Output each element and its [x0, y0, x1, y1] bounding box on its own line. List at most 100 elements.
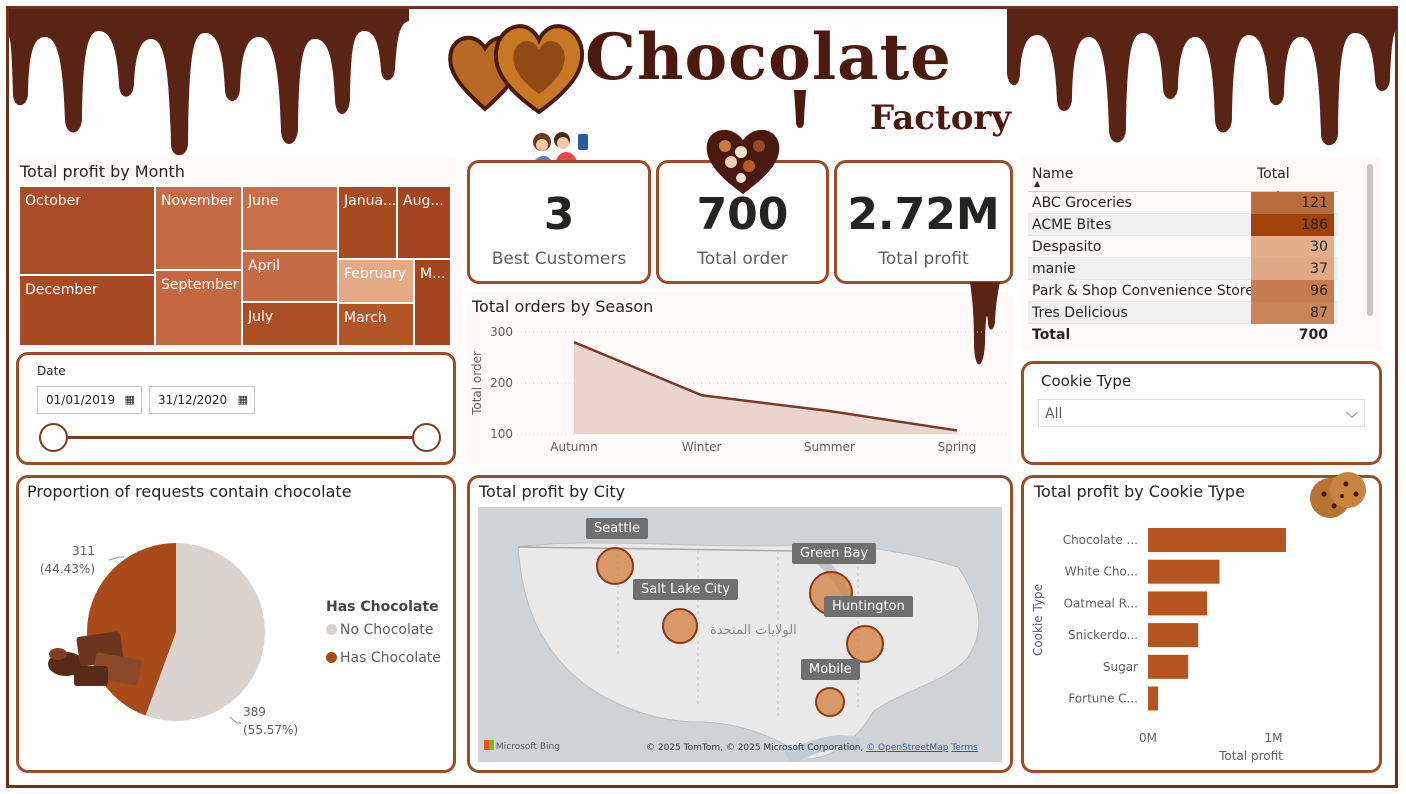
pie-chart-title: Proportion of requests contain chocolate — [27, 482, 352, 501]
y-tick-label: Oatmeal R... — [1064, 596, 1138, 610]
total-order-cell: 87 — [1251, 302, 1334, 324]
treemap-tile[interactable]: September — [155, 270, 242, 346]
map-title: Total profit by City — [479, 482, 626, 501]
cookie-type-dropdown[interactable]: All ⌵ — [1038, 399, 1365, 427]
total-order-cell: 121 — [1251, 192, 1334, 214]
city-bubble-huntington[interactable] — [846, 625, 884, 663]
y-tick-label: Fortune C... — [1068, 692, 1138, 706]
end-date-input[interactable]: 31/12/2020 ▦ — [149, 386, 255, 414]
sort-desc-icon[interactable]: ▲ — [1034, 179, 1041, 188]
treemap-tile[interactable]: Aug... — [397, 186, 451, 259]
attribution-text: © 2025 TomTom, © 2025 Microsoft Corporat… — [646, 743, 864, 753]
dropdown-selected-value: All — [1045, 406, 1063, 422]
logo-subtitle: Factory — [870, 98, 1012, 138]
table-scrollbar[interactable] — [1367, 164, 1373, 316]
series-line[interactable] — [573, 341, 958, 432]
season-line-chart[interactable]: 100 200 300 Total order Autumn Winter Summer Sp… — [467, 318, 1013, 464]
bing-logo-text: Microsoft Bing — [496, 742, 560, 752]
bar[interactable] — [1148, 654, 1189, 679]
y-tick-label: 300 — [490, 325, 513, 339]
bar[interactable] — [1148, 623, 1199, 648]
data-label: (44.43%) — [40, 562, 95, 576]
date-slider-track[interactable] — [54, 436, 426, 439]
table-row[interactable]: Tres Delicious 87 — [1028, 302, 1338, 324]
treemap-tile[interactable]: December — [19, 275, 155, 346]
table-row[interactable]: manie 37 — [1028, 258, 1338, 280]
column-header-name[interactable]: Name — [1032, 166, 1074, 182]
data-label: (55.57%) — [243, 723, 298, 737]
bar[interactable] — [1148, 591, 1207, 616]
city-bubble-mobile[interactable] — [815, 687, 845, 717]
leader-line — [108, 556, 124, 561]
y-tick-label: 100 — [490, 427, 513, 441]
y-tick-label: Snickerdo... — [1068, 628, 1138, 642]
city-label: Mobile — [801, 659, 860, 680]
start-date-input[interactable]: 01/01/2019 ▦ — [37, 386, 142, 414]
logo-title: Chocolate — [585, 20, 952, 95]
bar[interactable] — [1148, 686, 1159, 711]
osm-link[interactable]: © OpenStreetMap — [866, 743, 949, 753]
legend-label: Has Chocolate — [340, 650, 441, 666]
start-date-value: 01/01/2019 — [46, 393, 116, 407]
chevron-down-icon[interactable]: ⌵ — [1345, 403, 1358, 422]
calendar-icon[interactable]: ▦ — [124, 393, 135, 406]
kpi-value: 3 — [543, 189, 575, 240]
table-row[interactable]: Despasito 30 — [1028, 236, 1338, 258]
date-slider-end-handle[interactable] — [412, 423, 441, 452]
terms-link[interactable]: Terms — [951, 743, 978, 753]
customer-table: Name Total order ▲ ABC Groceries121ACME … — [1028, 162, 1338, 346]
pie-legend-item-has[interactable]: Has Chocolate — [326, 650, 441, 666]
date-slider-start-handle[interactable] — [39, 423, 68, 452]
treemap-tile[interactable]: March — [338, 303, 414, 346]
total-value: 700 — [1298, 327, 1328, 343]
customer-name-cell: ABC Groceries — [1032, 195, 1132, 211]
city-label: Green Bay — [792, 543, 877, 564]
bar[interactable] — [1148, 528, 1286, 552]
date-slicer-label: Date — [37, 364, 66, 378]
map-canvas[interactable]: الولايات المتحدة Seattle Salt Lake City … — [478, 507, 1002, 762]
pie-slice[interactable] — [145, 543, 265, 721]
chocolate-drip-right-icon — [1007, 9, 1397, 146]
city-bubble-salt-lake-city[interactable] — [662, 608, 698, 644]
kpi-label: Total profit — [878, 249, 969, 269]
kpi-value: 2.72M — [847, 189, 1000, 240]
total-label: Total — [1032, 327, 1071, 343]
calendar-icon[interactable]: ▦ — [237, 393, 248, 406]
treemap-tile[interactable]: November — [155, 186, 242, 270]
cookie-chart-card — [1021, 475, 1382, 773]
pie-legend-item-no[interactable]: No Chocolate — [326, 622, 434, 638]
treemap-tile[interactable]: October — [19, 186, 155, 275]
country-label: الولايات المتحدة — [710, 623, 797, 638]
total-order-cell: 96 — [1251, 280, 1334, 302]
total-order-cell: 30 — [1251, 236, 1334, 258]
bar[interactable] — [1148, 559, 1220, 584]
season-chart-card — [467, 292, 1013, 464]
kpi-card-best-customers: 3 Best Customers — [467, 160, 651, 284]
treemap-tile[interactable]: M... — [414, 259, 451, 346]
treemap-tile[interactable]: June — [242, 186, 338, 251]
x-tick-label: Winter — [682, 440, 722, 454]
season-chart-title: Total orders by Season — [472, 297, 654, 316]
drip-decoration-icon — [970, 282, 1000, 365]
table-row[interactable]: Park & Shop Convenience Stores 96 — [1028, 280, 1338, 302]
treemap-tile[interactable]: February — [338, 259, 414, 303]
cookie-bar-chart[interactable]: Chocolate ... White Cho... Oatmeal R... Sni… — [1024, 512, 1379, 768]
x-tick-label: Spring — [938, 440, 977, 454]
table-row[interactable]: ACME Bites 186 — [1028, 214, 1338, 236]
series-area — [574, 342, 957, 434]
table-row[interactable]: ABC Groceries 121 — [1028, 192, 1338, 214]
treemap-tile[interactable]: April — [242, 251, 338, 302]
treemap-tile[interactable]: Janua... — [338, 186, 397, 259]
logo-drip-icon — [794, 90, 806, 128]
city-bubble-seattle[interactable] — [596, 547, 634, 585]
customer-name-cell: Tres Delicious — [1032, 305, 1128, 321]
end-date-value: 31/12/2020 — [158, 393, 228, 407]
legend-dot — [326, 624, 337, 635]
data-label: 389 — [243, 705, 266, 719]
cookie-slicer-label: Cookie Type — [1041, 372, 1132, 390]
treemap-chart[interactable]: October November June Janua... Aug... De… — [19, 186, 451, 346]
chocolate-box-heart-icon — [706, 129, 780, 194]
city-label: Seattle — [586, 518, 649, 539]
treemap-tile[interactable]: July — [242, 302, 338, 346]
chocolate-drip-left-icon — [9, 9, 409, 156]
